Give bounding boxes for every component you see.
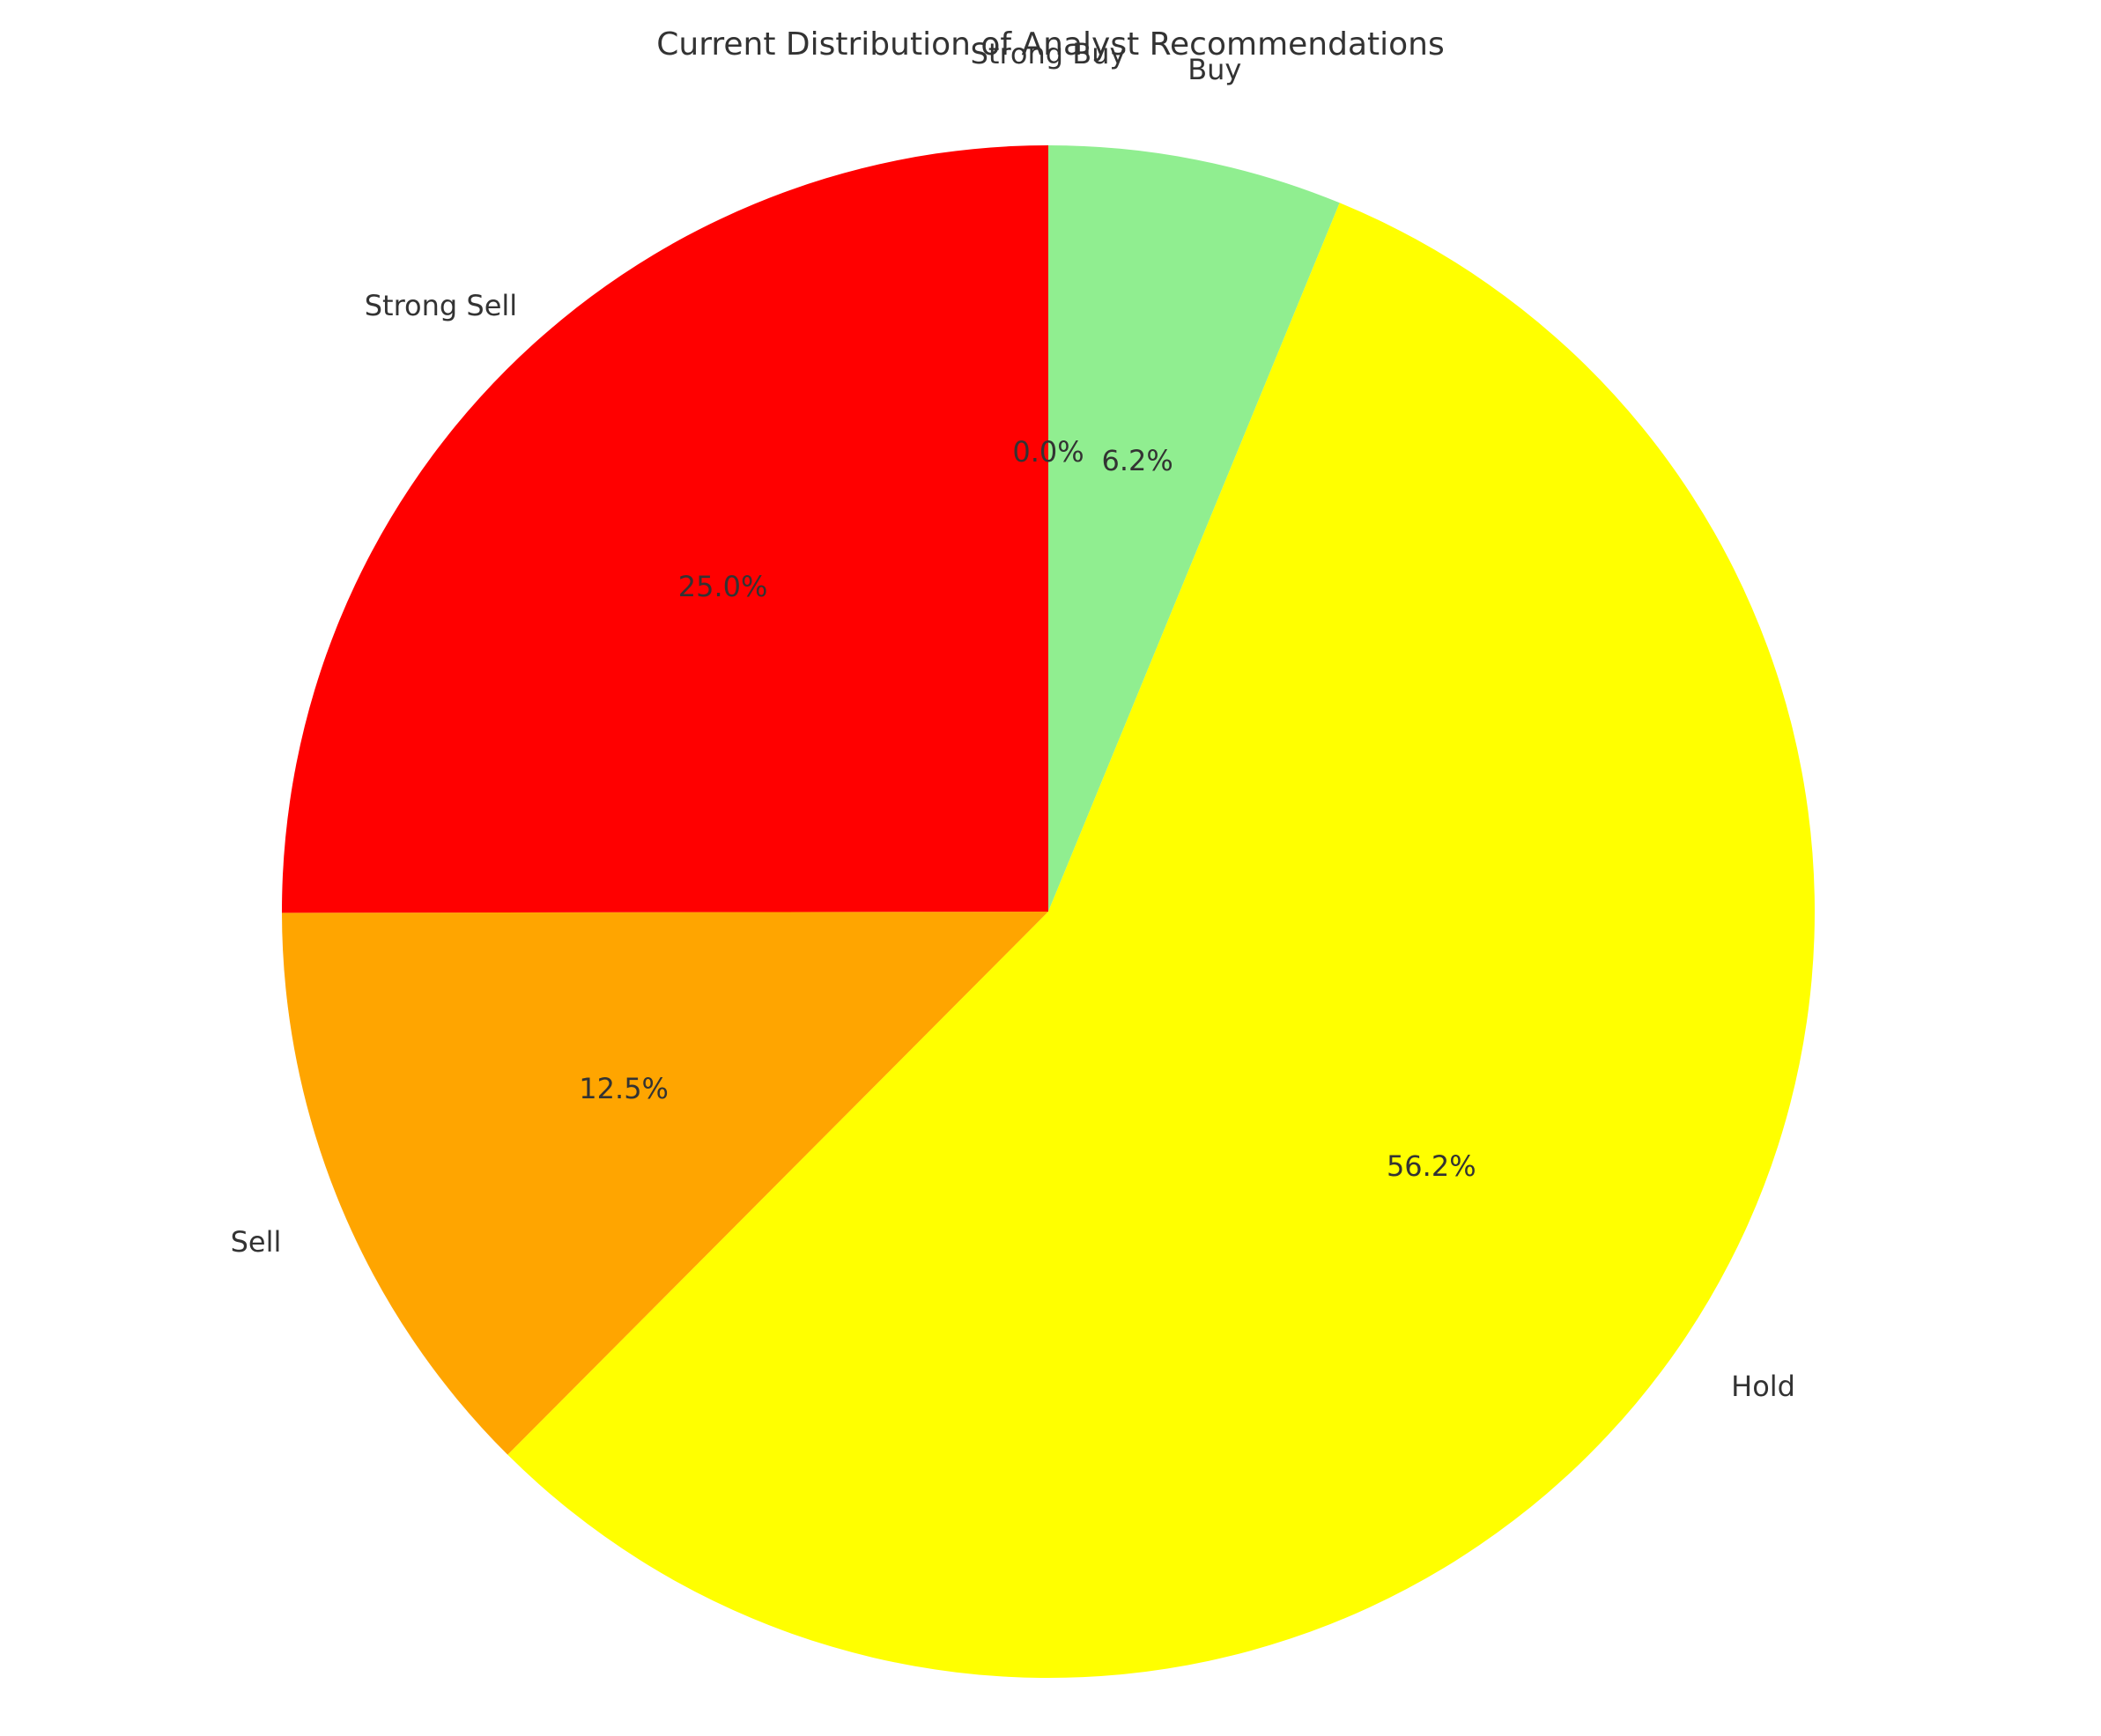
pie-chart-svg	[0, 0, 2101, 1736]
pie-slice-percentage: 12.5%	[579, 1072, 669, 1105]
pie-slice-label: Strong Sell	[365, 289, 517, 322]
pie-slice-percentage: 56.2%	[1387, 1149, 1476, 1183]
pie-slice-label: Hold	[1731, 1370, 1795, 1403]
pie-slice-label: Sell	[231, 1225, 282, 1259]
pie-slice-percentage: 0.0%	[1012, 435, 1084, 469]
pie-slice-label: Strong Buy	[971, 37, 1127, 70]
pie-slice-label: Buy	[1187, 53, 1241, 86]
pie-slice	[282, 145, 1048, 912]
pie-slice-percentage: 25.0%	[678, 570, 768, 603]
pie-slice-percentage: 6.2%	[1101, 444, 1173, 477]
pie-chart-container: Current Distribution of Analyst Recommen…	[0, 0, 2101, 1736]
